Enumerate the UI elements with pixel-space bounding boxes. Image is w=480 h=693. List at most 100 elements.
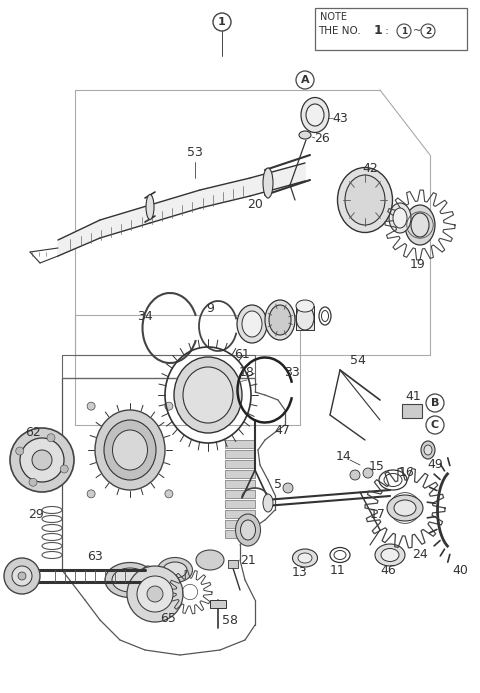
Text: 20: 20	[247, 198, 263, 211]
Text: 19: 19	[410, 258, 426, 272]
Ellipse shape	[263, 168, 273, 198]
Ellipse shape	[157, 557, 192, 583]
Circle shape	[363, 468, 373, 478]
Circle shape	[16, 447, 24, 455]
Text: 26: 26	[314, 132, 330, 145]
Ellipse shape	[196, 550, 224, 570]
Ellipse shape	[141, 566, 155, 586]
Ellipse shape	[393, 208, 407, 228]
Ellipse shape	[104, 420, 156, 480]
Circle shape	[18, 572, 26, 580]
Ellipse shape	[237, 305, 267, 343]
Circle shape	[87, 402, 95, 410]
Text: 34: 34	[137, 310, 153, 324]
Bar	[225, 510, 255, 518]
Ellipse shape	[174, 357, 242, 433]
Text: 11: 11	[330, 563, 346, 577]
Circle shape	[32, 450, 52, 470]
Circle shape	[127, 566, 183, 622]
Ellipse shape	[411, 213, 429, 237]
Ellipse shape	[112, 568, 148, 592]
Text: 49: 49	[427, 459, 443, 471]
Circle shape	[147, 586, 163, 602]
Ellipse shape	[265, 300, 295, 340]
Text: 42: 42	[362, 161, 378, 175]
Text: 53: 53	[187, 146, 203, 159]
Ellipse shape	[269, 305, 291, 335]
Ellipse shape	[421, 441, 435, 459]
Ellipse shape	[296, 300, 314, 312]
Text: 43: 43	[332, 112, 348, 125]
Text: 29: 29	[28, 509, 44, 522]
Text: 65: 65	[160, 611, 176, 624]
Ellipse shape	[146, 195, 154, 220]
Circle shape	[4, 558, 40, 594]
Ellipse shape	[296, 306, 314, 330]
Bar	[210, 600, 226, 608]
Bar	[228, 560, 238, 568]
Text: ~: ~	[413, 26, 422, 36]
Text: 54: 54	[350, 353, 366, 367]
Text: 16: 16	[399, 466, 415, 480]
Polygon shape	[62, 378, 285, 655]
Text: THE NO.: THE NO.	[318, 26, 364, 36]
Bar	[225, 530, 255, 538]
Ellipse shape	[387, 495, 423, 521]
Polygon shape	[58, 163, 305, 256]
Circle shape	[350, 470, 360, 480]
Ellipse shape	[306, 104, 324, 126]
Ellipse shape	[375, 544, 405, 566]
Text: 58: 58	[222, 613, 238, 626]
Bar	[296, 306, 314, 330]
Ellipse shape	[112, 430, 147, 470]
Bar	[225, 440, 255, 448]
Bar	[225, 480, 255, 488]
Bar	[315, 8, 467, 50]
Circle shape	[137, 576, 173, 612]
Text: 18: 18	[239, 365, 255, 378]
Text: 1: 1	[218, 17, 226, 27]
Ellipse shape	[236, 514, 261, 546]
Circle shape	[60, 465, 68, 473]
Circle shape	[20, 438, 64, 482]
Bar	[225, 460, 255, 468]
Ellipse shape	[337, 168, 393, 232]
Text: 62: 62	[25, 426, 41, 439]
Ellipse shape	[240, 520, 255, 540]
Text: 40: 40	[452, 563, 468, 577]
Text: 47: 47	[274, 423, 290, 437]
Circle shape	[12, 566, 32, 586]
Bar	[225, 500, 255, 508]
Ellipse shape	[301, 98, 329, 132]
Ellipse shape	[242, 311, 262, 337]
Circle shape	[165, 490, 173, 498]
Ellipse shape	[299, 131, 311, 139]
Text: A: A	[300, 75, 309, 85]
Text: 17: 17	[370, 509, 386, 522]
Text: 41: 41	[405, 389, 421, 403]
Text: 14: 14	[336, 450, 352, 462]
Text: 33: 33	[284, 365, 300, 378]
Text: 1: 1	[374, 24, 383, 37]
Bar	[225, 520, 255, 528]
Text: 63: 63	[87, 550, 103, 563]
Polygon shape	[62, 355, 255, 378]
Ellipse shape	[263, 494, 273, 512]
Text: 5: 5	[274, 477, 282, 491]
Ellipse shape	[394, 500, 416, 516]
Circle shape	[29, 478, 37, 486]
Ellipse shape	[345, 175, 385, 225]
Text: 13: 13	[292, 565, 308, 579]
Ellipse shape	[292, 549, 317, 567]
Text: 21: 21	[240, 554, 256, 566]
Bar	[225, 470, 255, 478]
Text: 15: 15	[369, 459, 385, 473]
Text: :: :	[382, 26, 392, 36]
Ellipse shape	[389, 203, 411, 233]
Bar	[402, 404, 422, 418]
Bar	[225, 450, 255, 458]
Ellipse shape	[163, 562, 187, 578]
Ellipse shape	[381, 548, 399, 561]
Text: B: B	[431, 398, 439, 408]
Circle shape	[87, 490, 95, 498]
